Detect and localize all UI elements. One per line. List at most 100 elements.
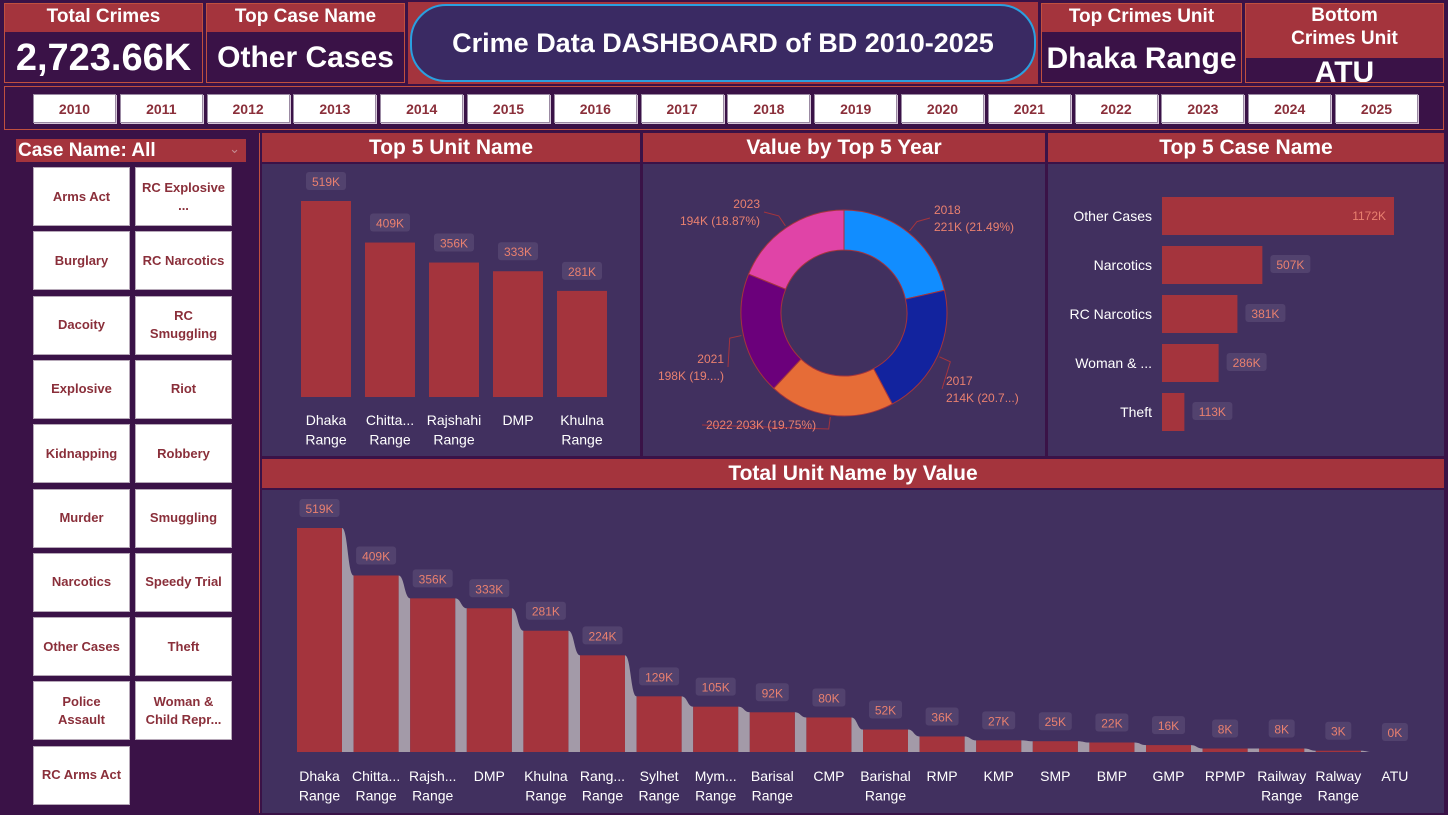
top5-year-header: Value by Top 5 Year <box>643 133 1045 162</box>
category-label: Range <box>638 788 679 804</box>
ribbon <box>851 717 863 752</box>
category-label: DMP <box>502 412 533 428</box>
data-label-bg <box>1325 721 1352 740</box>
case-slicer-item[interactable]: Speedy Trial <box>135 552 232 612</box>
case-slicer-item[interactable]: RC Explosive ... <box>135 167 232 226</box>
total-unit-header: Total Unit Name by Value <box>262 459 1444 488</box>
year-button-2017[interactable]: 2017 <box>640 94 724 123</box>
leader-line <box>939 356 951 390</box>
slice-label: 2022 203K (19.75%) <box>706 418 816 432</box>
category-label: ATU <box>1381 768 1408 784</box>
data-label: 27K <box>988 714 1009 728</box>
data-label-bg <box>695 677 736 696</box>
case-slicer-header[interactable]: Case Name: All ⌄ <box>16 139 246 162</box>
case-slicer-item[interactable]: Explosive <box>33 359 130 419</box>
case-slicer-item[interactable]: Smuggling <box>135 488 232 548</box>
category-label: Range <box>305 432 346 448</box>
ribbon <box>908 729 920 752</box>
category-label: Rajsh... <box>409 768 456 784</box>
category-label: Khulna <box>560 412 604 428</box>
category-label: Range <box>582 788 623 804</box>
year-button-2022[interactable]: 2022 <box>1074 94 1158 123</box>
year-button-2019[interactable]: 2019 <box>814 94 898 123</box>
data-label: 129K <box>645 670 673 684</box>
year-button-2024[interactable]: 2024 <box>1248 94 1332 123</box>
case-slicer-item[interactable]: Burglary <box>33 231 130 291</box>
case-slicer-item[interactable]: Murder <box>33 488 130 548</box>
bar <box>1089 742 1135 752</box>
category-label: Range <box>561 432 602 448</box>
data-label: 381K <box>1251 307 1279 321</box>
case-slicer-item[interactable]: Robbery <box>135 424 232 484</box>
bar <box>1032 741 1078 752</box>
year-button-2023[interactable]: 2023 <box>1161 94 1245 123</box>
data-label: 409K <box>376 217 404 231</box>
kpi-top-crimes-unit: Top Crimes Unit Dhaka Range <box>1041 3 1242 83</box>
category-label: Range <box>525 788 566 804</box>
category-label: Rang... <box>580 768 625 784</box>
ribbon <box>681 696 694 752</box>
year-button-2012[interactable]: 2012 <box>206 94 290 123</box>
year-button-2018[interactable]: 2018 <box>727 94 811 123</box>
bar <box>410 598 456 752</box>
case-slicer-item[interactable]: Riot <box>135 359 232 419</box>
leader-line <box>727 335 742 368</box>
data-label-bg <box>639 667 680 686</box>
category-label: Narcotics <box>1094 257 1152 273</box>
data-label-bg <box>1268 719 1295 738</box>
year-button-2010[interactable]: 2010 <box>33 94 116 123</box>
bar <box>580 655 625 752</box>
kpi-title: Total Crimes <box>5 4 202 32</box>
category-label: DMP <box>474 768 505 784</box>
case-slicer-item[interactable]: Woman & Child Repr... <box>135 681 232 741</box>
dashboard-title: Crime Data DASHBOARD of BD 2010-2025 <box>410 4 1036 82</box>
case-slicer-item[interactable]: Narcotics <box>33 552 130 612</box>
data-label-bg <box>812 688 846 707</box>
category-label: Range <box>695 788 736 804</box>
case-slicer-item[interactable]: Arms Act <box>33 167 130 226</box>
ribbon <box>625 655 637 752</box>
data-label: 3K <box>1331 725 1346 739</box>
year-button-2021[interactable]: 2021 <box>987 94 1071 123</box>
bar <box>1162 295 1238 333</box>
data-label: 286K <box>1233 356 1261 370</box>
case-slicer-item[interactable]: Dacoity <box>33 295 130 355</box>
ribbon <box>1021 740 1033 752</box>
data-label-bg <box>1245 304 1286 322</box>
top5-case-header: Top 5 Case Name <box>1048 133 1444 162</box>
year-button-2014[interactable]: 2014 <box>380 94 464 123</box>
year-button-2015[interactable]: 2015 <box>467 94 550 123</box>
leader-line <box>909 217 931 232</box>
data-label: 333K <box>475 582 503 596</box>
category-label: Chitta... <box>352 768 400 784</box>
case-slicer-item[interactable]: Other Cases <box>33 617 130 677</box>
year-button-2025[interactable]: 2025 <box>1335 94 1418 123</box>
data-label: 356K <box>419 572 447 586</box>
data-label-bg <box>1381 723 1408 741</box>
data-label: 8K <box>1274 723 1289 737</box>
bar <box>976 740 1022 752</box>
data-label-bg <box>562 261 602 280</box>
category-label: Dhaka <box>299 768 340 784</box>
case-slicer-item[interactable]: Police Assault <box>33 681 130 741</box>
year-button-2013[interactable]: 2013 <box>293 94 377 123</box>
bar <box>1162 393 1185 431</box>
data-label: 25K <box>1045 715 1066 729</box>
year-button-2016[interactable]: 2016 <box>553 94 637 123</box>
bar <box>353 575 399 752</box>
data-label-bg <box>1095 713 1129 732</box>
category-label: Range <box>412 788 453 804</box>
top5-case-chart: Other Cases 1172K Narcotics 507K RC Narcotic… <box>1070 197 1394 431</box>
year-button-2011[interactable]: 2011 <box>119 94 203 123</box>
case-slicer-item[interactable]: RC Smuggling <box>135 295 232 355</box>
category-label: Range <box>355 788 396 804</box>
case-slicer-item[interactable]: Theft <box>135 617 232 677</box>
case-slicer-item[interactable]: RC Arms Act <box>33 745 130 805</box>
data-label: 36K <box>931 710 952 724</box>
data-label-bg <box>434 233 474 252</box>
category-label: Railway <box>1257 768 1306 784</box>
year-button-2020[interactable]: 2020 <box>901 94 984 123</box>
case-slicer-item[interactable]: Kidnapping <box>33 424 130 484</box>
case-slicer-item[interactable]: RC Narcotics <box>135 231 232 291</box>
ribbon <box>964 736 977 752</box>
